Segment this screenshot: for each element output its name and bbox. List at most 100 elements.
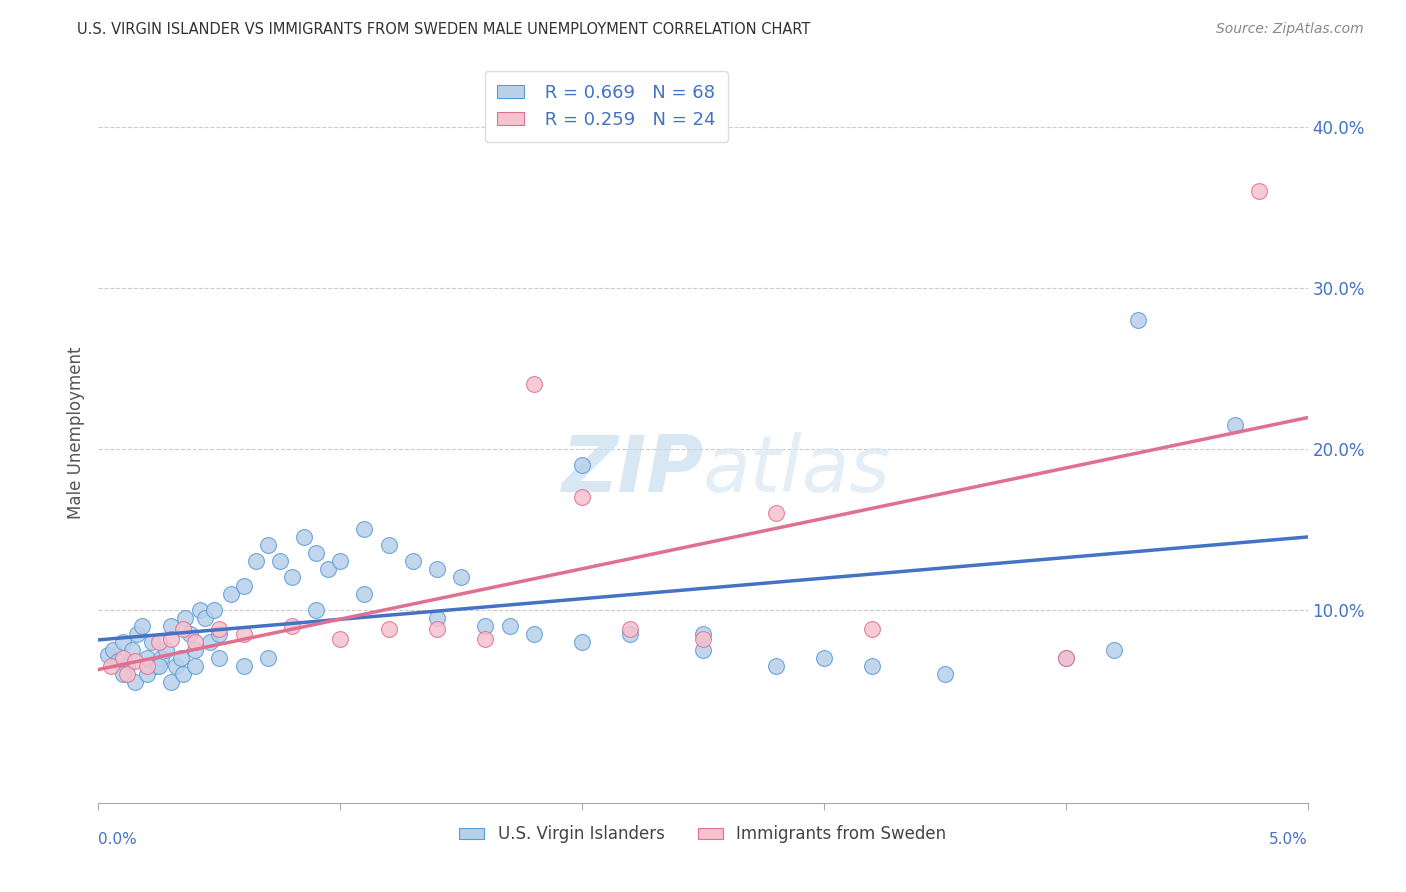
Point bbox=[111, 667, 134, 681]
Point bbox=[765, 506, 787, 520]
Point bbox=[269, 554, 291, 568]
Text: atlas: atlas bbox=[703, 432, 891, 508]
Point bbox=[111, 635, 134, 649]
Point bbox=[692, 627, 714, 641]
Point bbox=[148, 659, 170, 673]
Point bbox=[124, 675, 146, 690]
Point bbox=[135, 659, 157, 673]
Point bbox=[208, 627, 231, 641]
Point bbox=[1102, 643, 1125, 657]
Point bbox=[571, 458, 593, 472]
Point bbox=[100, 659, 122, 673]
Point bbox=[571, 490, 593, 504]
Legend: U.S. Virgin Islanders, Immigrants from Sweden: U.S. Virgin Islanders, Immigrants from S… bbox=[453, 819, 953, 850]
Point bbox=[172, 667, 194, 681]
Point bbox=[160, 632, 183, 646]
Point bbox=[426, 622, 449, 636]
Point bbox=[101, 643, 124, 657]
Point bbox=[426, 610, 449, 624]
Point bbox=[107, 654, 129, 668]
Point bbox=[127, 627, 149, 641]
Point bbox=[474, 632, 496, 646]
Point bbox=[619, 622, 641, 636]
Text: 0.0%: 0.0% bbox=[98, 831, 138, 847]
Point bbox=[305, 546, 328, 560]
Point bbox=[198, 635, 221, 649]
Point bbox=[523, 627, 546, 641]
Point bbox=[131, 619, 153, 633]
Point bbox=[160, 619, 183, 633]
Point bbox=[619, 627, 641, 641]
Point bbox=[184, 643, 207, 657]
Point bbox=[426, 562, 449, 576]
Point bbox=[232, 659, 254, 673]
Point bbox=[135, 667, 157, 681]
Point bbox=[121, 643, 143, 657]
Point bbox=[117, 667, 139, 681]
Point bbox=[934, 667, 956, 681]
Point bbox=[184, 659, 207, 673]
Point bbox=[329, 554, 352, 568]
Point bbox=[150, 651, 173, 665]
Point bbox=[498, 619, 520, 633]
Point bbox=[232, 578, 254, 592]
Point bbox=[208, 622, 231, 636]
Point bbox=[1054, 651, 1077, 665]
Point bbox=[353, 586, 375, 600]
Point bbox=[1223, 417, 1246, 432]
Point bbox=[117, 659, 139, 673]
Point bbox=[232, 627, 254, 641]
Point bbox=[765, 659, 787, 673]
Point bbox=[245, 554, 267, 568]
Point bbox=[860, 622, 883, 636]
Point bbox=[1249, 184, 1271, 198]
Point bbox=[111, 651, 134, 665]
Point bbox=[97, 648, 120, 662]
Point bbox=[692, 643, 714, 657]
Point bbox=[1054, 651, 1077, 665]
Point bbox=[145, 659, 167, 673]
Point bbox=[281, 619, 304, 633]
Point bbox=[174, 610, 197, 624]
Point bbox=[692, 632, 714, 646]
Point bbox=[208, 651, 231, 665]
Point bbox=[860, 659, 883, 673]
Point bbox=[474, 619, 496, 633]
Point bbox=[305, 602, 328, 616]
Text: Source: ZipAtlas.com: Source: ZipAtlas.com bbox=[1216, 22, 1364, 37]
Point bbox=[165, 659, 187, 673]
Point bbox=[221, 586, 243, 600]
Point bbox=[292, 530, 315, 544]
Point bbox=[377, 538, 399, 552]
Point bbox=[194, 610, 217, 624]
Y-axis label: Male Unemployment: Male Unemployment bbox=[66, 346, 84, 519]
Point bbox=[155, 643, 177, 657]
Text: ZIP: ZIP bbox=[561, 432, 703, 508]
Point bbox=[172, 622, 194, 636]
Point bbox=[160, 675, 183, 690]
Point bbox=[256, 538, 278, 552]
Point bbox=[402, 554, 425, 568]
Point bbox=[813, 651, 835, 665]
Text: U.S. VIRGIN ISLANDER VS IMMIGRANTS FROM SWEDEN MALE UNEMPLOYMENT CORRELATION CHA: U.S. VIRGIN ISLANDER VS IMMIGRANTS FROM … bbox=[77, 22, 811, 37]
Point bbox=[148, 635, 170, 649]
Point bbox=[377, 622, 399, 636]
Point bbox=[523, 377, 546, 392]
Point bbox=[141, 635, 163, 649]
Point bbox=[124, 654, 146, 668]
Point bbox=[256, 651, 278, 665]
Text: 5.0%: 5.0% bbox=[1268, 831, 1308, 847]
Point bbox=[1128, 313, 1150, 327]
Point bbox=[169, 651, 191, 665]
Point bbox=[135, 651, 157, 665]
Point bbox=[184, 635, 207, 649]
Point bbox=[450, 570, 472, 584]
Point bbox=[571, 635, 593, 649]
Point bbox=[179, 627, 201, 641]
Point bbox=[353, 522, 375, 536]
Point bbox=[329, 632, 352, 646]
Point bbox=[316, 562, 339, 576]
Point bbox=[204, 602, 226, 616]
Point bbox=[281, 570, 304, 584]
Point bbox=[188, 602, 211, 616]
